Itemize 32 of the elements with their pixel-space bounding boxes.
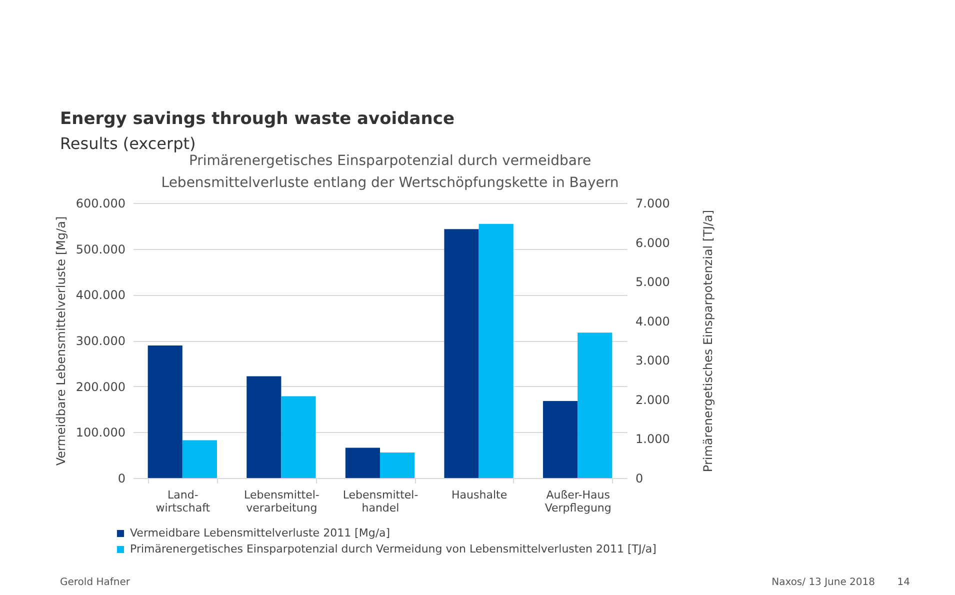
legend-label: Vermeidbare Lebensmittelverluste 2011 [Mg/a]: [130, 526, 390, 540]
chart-subtitle: Results (excerpt): [60, 134, 196, 153]
x-tick-label: Haushalte: [452, 488, 508, 502]
y-axis-title: Vermeidbare Lebensmittelverluste [Mg/a]: [54, 216, 68, 466]
text: 14: [897, 577, 910, 588]
legend-label: Primärenergetisches Einsparpotenzial durch Vermeidung von Lebensmittelverlusten 2011 [TJ/a]: [130, 542, 656, 556]
y2-tick-label: 1.000: [636, 432, 670, 446]
y2-tick-label: 5.000: [636, 275, 670, 290]
x-tick-label: Außer-Haus Verpflegung: [544, 488, 612, 514]
y2-tick-label: 0: [636, 472, 644, 486]
y2-tick-label: 4.000: [636, 314, 670, 328]
x-tick-label: Lebensmittel- verarbeitung: [244, 488, 320, 514]
y-tick-label: 500.000: [76, 242, 126, 256]
y2-tick-label: 7.000: [636, 196, 670, 210]
y2-tick-label: 2.000: [636, 392, 670, 407]
text: Primärenergetisches Einsparpotenzial durch vermeidbare Lebensmittelverluste entlang der Wertschöpfungskette in Bayern: [161, 153, 619, 191]
y-tick-label: 600.000: [76, 196, 126, 210]
text: Gerold Hafner: [60, 577, 131, 588]
bar: [148, 346, 182, 478]
x-tick-label: Lebensmittel- handel: [342, 488, 418, 514]
y2-axis-title: Primärenergetisches Einsparpotenzial [TJ/a]: [700, 210, 715, 472]
y-tick-label: 300.000: [76, 334, 126, 348]
y-tick-label: 100.000: [76, 426, 126, 440]
y2-tick-label: 3.000: [636, 354, 670, 368]
y-tick-label: 200.000: [76, 380, 126, 394]
y-tick-label: 400.000: [76, 288, 126, 302]
bar: [182, 440, 217, 478]
x-tick-label: Land- wirtschaft: [156, 488, 211, 514]
text: Naxos/ 13 June 2018: [772, 577, 875, 588]
chart-title: Energy savings through waste avoidance: [60, 109, 454, 129]
y-tick-label: 0: [118, 472, 126, 486]
y2-tick-label: 6.000: [636, 236, 670, 250]
